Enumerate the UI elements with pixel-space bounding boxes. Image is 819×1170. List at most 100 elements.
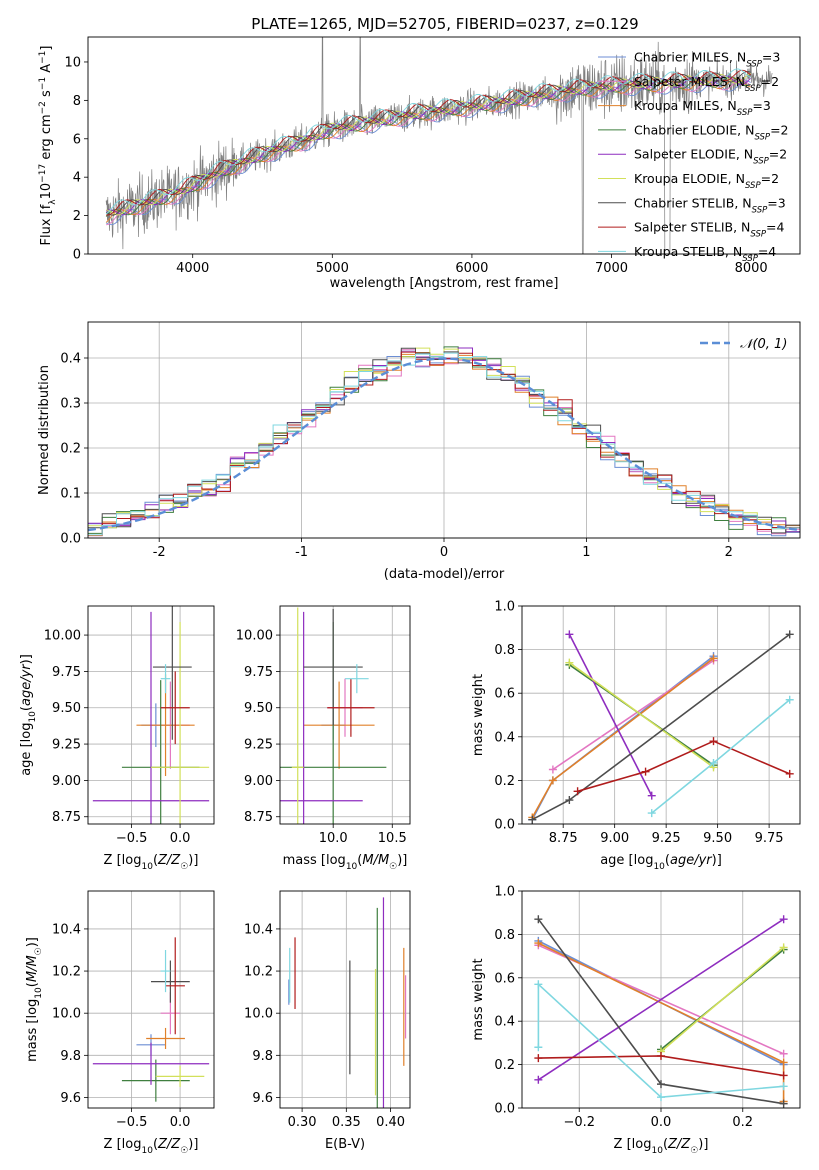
y-tick-label: 4: [73, 171, 81, 186]
label-part: 10: [346, 862, 358, 872]
panel-mass-vs-EBV: 0.30 0.35 0.40 9.6 9.8 10.0 10.2 10.4 E(B-V): [244, 890, 411, 1152]
y-tick-label: 8.75: [244, 810, 273, 825]
label-part: Z [log: [614, 1137, 652, 1152]
label-part: age [log: [19, 723, 34, 776]
legend-label: Chabrier STELIB, NSSP=3: [634, 195, 786, 215]
legend-ssp: =3: [752, 98, 770, 113]
legend-sub: SSP: [737, 108, 753, 118]
x-tick-label: −0.2: [563, 1115, 595, 1130]
y-tick-label: 10: [64, 55, 81, 70]
y-axis-label: mass weight: [471, 958, 486, 1040]
legend-label: Chabrier MILES, NSSP=3: [634, 50, 780, 70]
weight-marker: [534, 1054, 543, 1063]
y-tick-label: 9.00: [244, 774, 273, 789]
label-part: (: [19, 706, 34, 711]
plot-area: [92, 606, 210, 824]
label-part: )]: [188, 853, 198, 868]
legend-name: Chabrier ELODIE, N: [634, 122, 754, 137]
weight-marker: [779, 943, 788, 952]
label-part: 10: [34, 987, 44, 999]
legend-sub: SSP: [745, 84, 761, 94]
axes-frame: [521, 890, 801, 1109]
plot-area: [88, 346, 800, 537]
weight-marker: [779, 1058, 788, 1067]
plot-area: [105, 37, 773, 254]
weight-marker: [785, 695, 794, 704]
weight-marker: [779, 915, 788, 924]
weight-marker: [657, 1051, 665, 1060]
histogram-kroupa-stelib: [88, 352, 800, 536]
legend-label: Salpeter MILES, NSSP=2: [634, 74, 779, 94]
label-part: erg cm: [39, 114, 54, 163]
weight-line-kroupa-elodie: [568, 662, 714, 768]
weight-marker: [534, 1043, 543, 1052]
weight-marker: [548, 765, 557, 774]
weight-marker: [785, 769, 794, 778]
weight-marker: [647, 809, 656, 818]
x-axis-label: Z [log10(Z/Z☉)]: [104, 1137, 199, 1156]
y-tick-label: 2: [73, 209, 81, 224]
panel-residuals: -2 -1 0 1 2 0.0 0.1 0.2 0.3 0.4 (data-model)/error…: [37, 321, 801, 582]
label-part: mass weight: [471, 674, 486, 756]
legend-label: Salpeter ELODIE, NSSP=2: [634, 147, 787, 167]
y-tick-label: 0.6: [494, 687, 515, 702]
legend-name: Salpeter STELIB, N: [634, 220, 750, 235]
weight-marker: [534, 939, 543, 948]
y-tick-label: 10.4: [244, 922, 273, 937]
plot-area: [528, 630, 794, 824]
label-part: A: [39, 64, 54, 77]
model-line-kroupa-elodie: [105, 72, 751, 216]
y-tick-label: 1.0: [494, 885, 515, 900]
x-tick-label: 0.40: [376, 1115, 405, 1130]
legend-sub: SSP: [753, 157, 769, 167]
weight-marker: [779, 1082, 788, 1091]
x-tick-label: 8.75: [549, 831, 578, 846]
legend-name: Salpeter ELODIE, N: [634, 147, 753, 162]
legend-ssp: =4: [758, 244, 776, 259]
y-tick-label: 9.75: [244, 665, 273, 680]
plot-area: [280, 607, 387, 824]
legend-name: Kroupa ELODIE, N: [634, 171, 745, 186]
x-axis-label: E(B-V): [325, 1137, 365, 1152]
x-tick-label: 0.0: [170, 1115, 191, 1130]
x-axis-label: age [log10(age/yr)]: [600, 853, 722, 872]
y-tick-label: 0.8: [494, 928, 515, 943]
y-tick-label: 0: [73, 248, 81, 263]
x-tick-label: -1: [295, 545, 308, 560]
weight-marker: [779, 1099, 788, 1108]
model-line-salpeter-elodie: [105, 75, 751, 216]
label-part: )]: [712, 853, 722, 868]
y-tick-label: 9.8: [252, 1049, 273, 1064]
legend-name: Salpeter MILES, N: [634, 74, 745, 89]
x-axis-label: Z [log10(Z/Z☉)]: [104, 853, 199, 872]
label-part: (: [153, 853, 158, 868]
weight-line-kroupa-stelib: [537, 982, 784, 1099]
legend-sub: SSP: [754, 132, 770, 142]
weight-marker: [657, 1080, 665, 1089]
legend-label: Kroupa ELODIE, NSSP=2: [634, 171, 779, 191]
y-tick-label: 9.6: [252, 1091, 273, 1106]
label-part: ☉: [34, 947, 44, 955]
y-tick-label: 8.75: [52, 810, 81, 825]
weight-marker: [565, 630, 574, 639]
panel-age-vs-mass: 10.0 10.5 8.75 9.00 9.25 9.50 9.75 10.00 mass [l…: [236, 605, 411, 872]
x-tick-label: 0.0: [170, 831, 191, 846]
axes-frame: [279, 605, 411, 825]
y-tick-label: 0.0: [494, 1102, 515, 1117]
x-tick-label: 2: [725, 545, 733, 560]
axes-frame: [87, 890, 215, 1109]
legend-ssp: =3: [762, 50, 780, 65]
y-tick-label: 9.6: [60, 1091, 81, 1106]
label-part: ☉: [389, 862, 397, 872]
weight-marker: [573, 787, 582, 796]
y-tick-label: 0.2: [60, 442, 81, 457]
y-tick-label: 0.8: [494, 643, 515, 658]
legend-ssp: =2: [769, 147, 787, 162]
x-tick-label: 0: [440, 545, 448, 560]
label-part: ]: [39, 46, 54, 51]
y-tick-label: 0.4: [60, 352, 81, 367]
x-tick-label: 0.30: [288, 1115, 317, 1130]
legend-ssp: =2: [770, 122, 788, 137]
x-tick-label: 10.5: [378, 831, 407, 846]
legend-ssp: =4: [766, 220, 784, 235]
